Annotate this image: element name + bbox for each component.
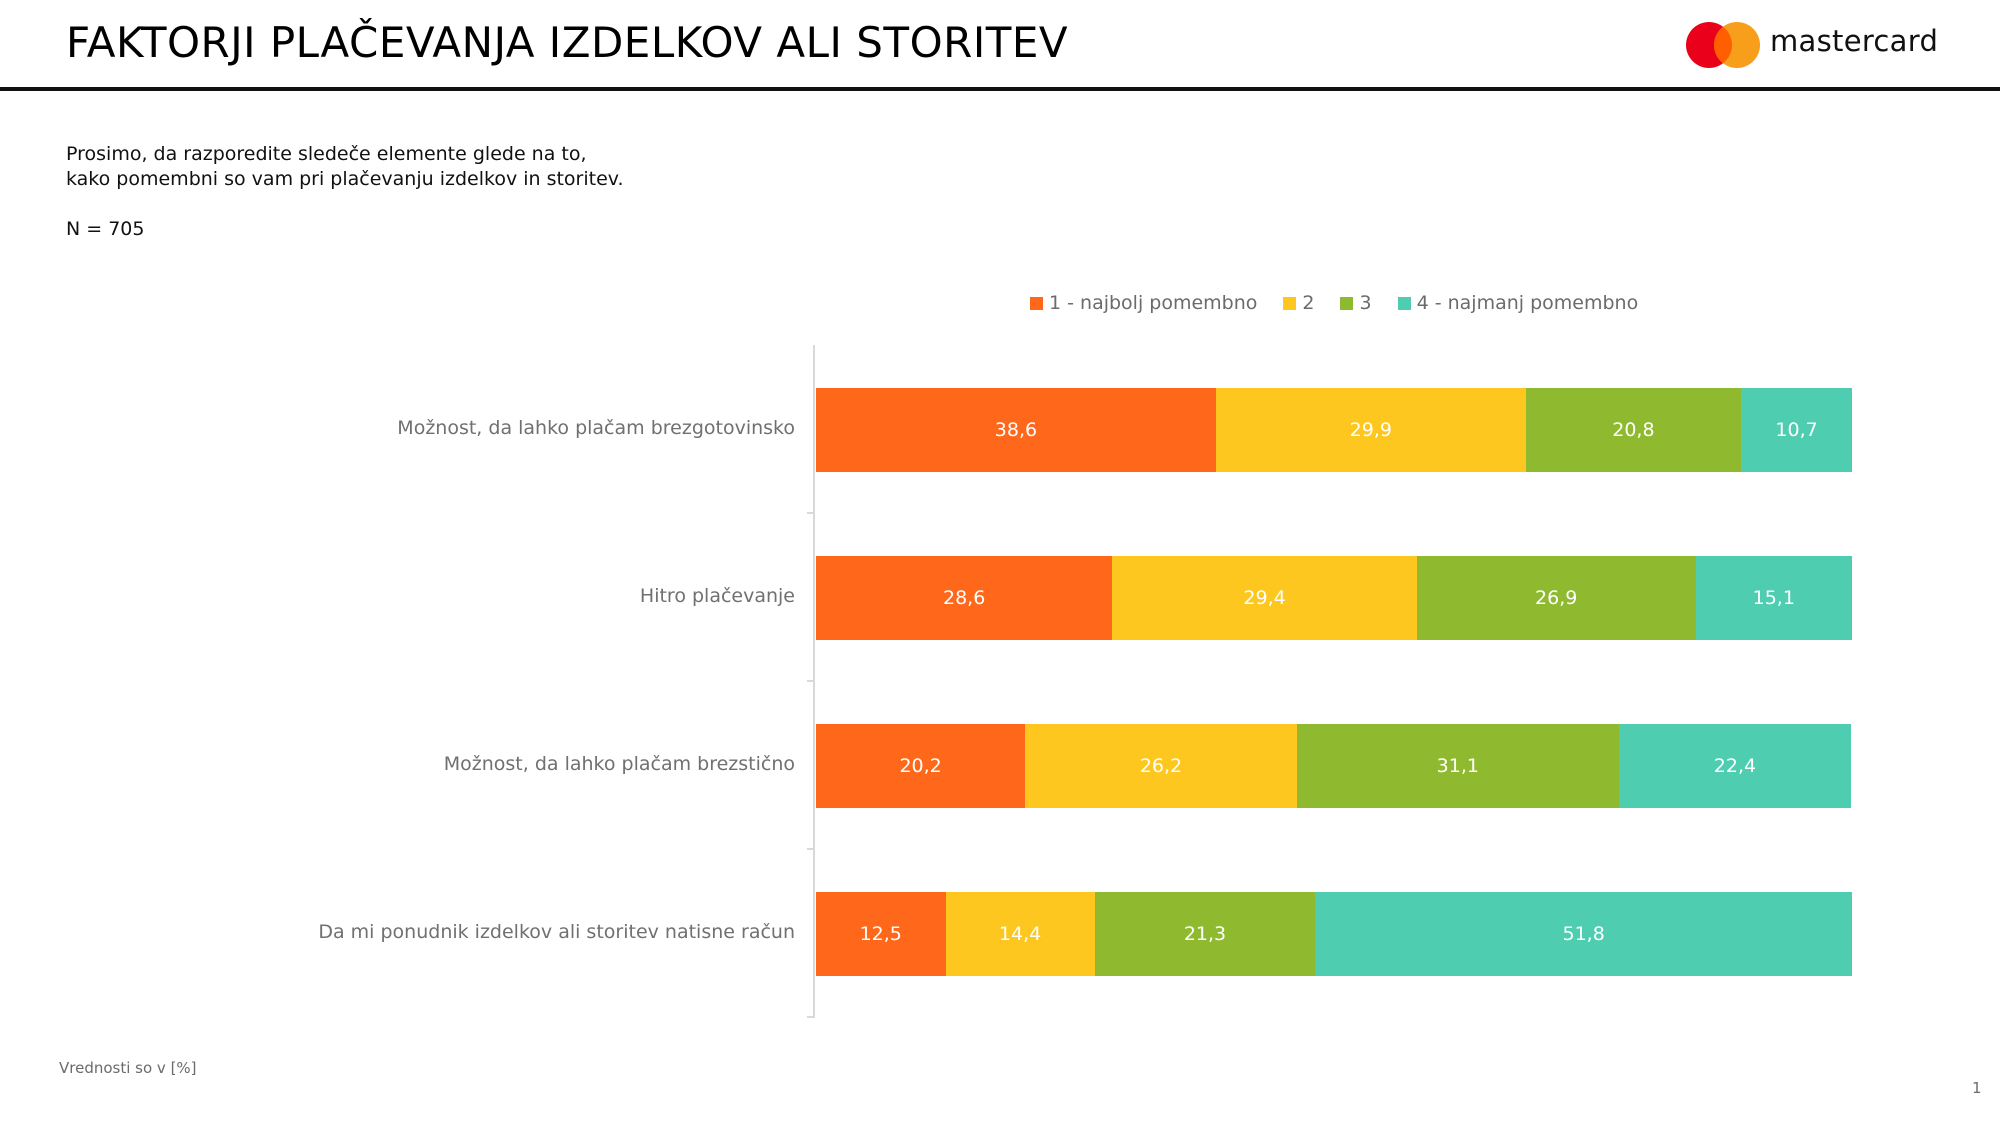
header-divider	[0, 87, 2000, 91]
logo-wordmark: mastercard	[1770, 24, 1939, 58]
footnote: Vrednosti so v [%]	[59, 1059, 197, 1077]
data-label: 28,6	[942, 587, 986, 609]
bar-segment	[1025, 724, 1297, 808]
category-label: Da mi ponudnik izdelkov ali storitev nat…	[318, 921, 795, 943]
bar-segment	[1618, 724, 1851, 808]
legend-label: 4 - najmanj pomembno	[1416, 292, 1639, 314]
data-label: 29,4	[1243, 587, 1286, 609]
axis-tick	[807, 1016, 815, 1018]
bar-segment	[1416, 556, 1696, 640]
survey-question-line-1: Prosimo, da razporedite sledeče elemente…	[66, 143, 587, 165]
page-number: 1	[1972, 1079, 1982, 1097]
data-label: 15,1	[1752, 587, 1795, 609]
data-label: 26,9	[1535, 587, 1578, 609]
legend-item: 3	[1340, 292, 1372, 314]
bar-segment	[1695, 556, 1852, 640]
bar-segment	[816, 556, 1113, 640]
axis-tick	[807, 848, 815, 850]
data-label: 29,9	[1349, 419, 1392, 441]
bar-segment	[816, 388, 1216, 472]
bar-segment	[1741, 388, 1852, 472]
data-label: 22,4	[1713, 755, 1757, 777]
bar-segment	[1315, 892, 1852, 976]
legend-swatch-icon	[1283, 296, 1297, 310]
data-label: 31,1	[1436, 755, 1479, 777]
logo-overlap-icon	[1714, 22, 1732, 68]
category-label: Hitro plačevanje	[639, 585, 795, 607]
bar-segment	[816, 892, 946, 976]
legend-item: 2	[1283, 292, 1314, 314]
legend-swatch-icon	[1340, 296, 1354, 310]
axis-tick	[807, 680, 815, 682]
data-label: 20,8	[1612, 419, 1655, 441]
data-label: 10,7	[1775, 419, 1818, 441]
data-label: 14,4	[998, 923, 1042, 945]
legend-swatch-icon	[1397, 296, 1411, 310]
legend-item: 1 - najbolj pomembno	[1030, 292, 1257, 314]
survey-question: Prosimo, da razporedite sledeče elemente…	[66, 142, 624, 192]
sample-size: N = 705	[66, 218, 145, 240]
data-label: 38,6	[994, 419, 1038, 441]
survey-question-line-2: kako pomembni so vam pri plačevanju izde…	[66, 168, 624, 190]
data-label: 20,2	[899, 755, 942, 777]
bar-segment	[945, 892, 1095, 976]
bar-segment	[816, 724, 1026, 808]
legend-label: 1 - najbolj pomembno	[1049, 292, 1258, 314]
data-label: 26,2	[1139, 755, 1183, 777]
data-label: 12,5	[859, 923, 902, 945]
bar-segment	[1094, 892, 1316, 976]
chart-legend: 1 - najbolj pomembno 2 3 4 - najmanj pomemb…	[1030, 292, 1664, 314]
axis-tick	[807, 512, 815, 514]
data-label: 51,8	[1562, 923, 1605, 945]
bar-segment	[1215, 388, 1526, 472]
data-label: 21,3	[1183, 923, 1227, 945]
bar-segment	[1296, 724, 1619, 808]
page-title: FAKTORJI PLAČEVANJA IZDELKOV ALI STORITE…	[66, 18, 1069, 67]
mastercard-logo: mastercard	[1686, 22, 1946, 70]
legend-swatch-icon	[1030, 296, 1043, 310]
bar-segment	[1525, 388, 1742, 472]
category-label: Možnost, da lahko plačam brezgotovinsko	[397, 417, 795, 439]
legend-label: 3	[1359, 292, 1372, 314]
legend-label: 2	[1302, 292, 1315, 314]
bar-segment	[1112, 556, 1417, 640]
category-label: Možnost, da lahko plačam brezstično	[443, 753, 795, 775]
legend-item: 4 - najmanj pomembno	[1397, 292, 1639, 314]
